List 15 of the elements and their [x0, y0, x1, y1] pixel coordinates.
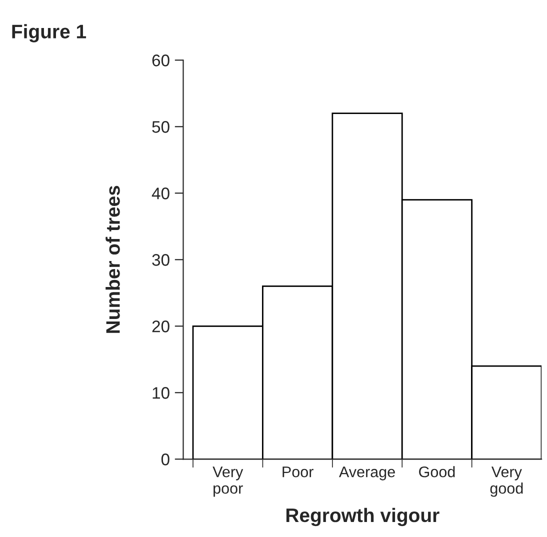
x-tick-label: Average: [338, 466, 395, 480]
y-tick-label: 20: [152, 320, 170, 332]
y-tick-label: 10: [152, 387, 170, 399]
x-tick-label: Very good: [490, 466, 523, 497]
y-tick-label: 50: [152, 121, 170, 133]
y-tick-label: 30: [152, 254, 170, 266]
y-tick-label: 60: [152, 54, 170, 66]
x-tick-label: Very poor: [212, 466, 244, 497]
y-axis-title: Number of trees: [106, 186, 120, 333]
x-tick-label: Good: [419, 466, 455, 478]
x-axis-title: Regrowth vigour: [286, 508, 440, 526]
y-tick-label: 40: [152, 188, 170, 200]
x-tick-label: Poor: [282, 466, 314, 478]
y-tick-label: 0: [161, 454, 170, 466]
chart-title: Figure 1: [12, 24, 86, 42]
